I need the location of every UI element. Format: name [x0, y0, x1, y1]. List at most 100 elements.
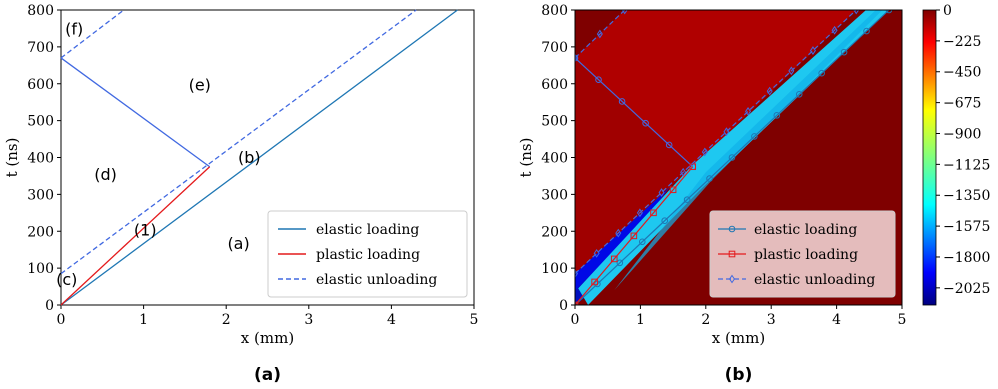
diamond-marker — [658, 188, 665, 197]
panel-a-caption: (a) — [254, 365, 281, 385]
diamond-marker — [766, 86, 773, 96]
panel-a-y-tick-label: 0 — [45, 298, 54, 314]
panel-b-x-tick-label: 5 — [898, 312, 907, 328]
panel-a-y-tick-label: 500 — [27, 114, 54, 130]
diamond-marker — [745, 107, 752, 116]
panel-a-y-tick-label: 700 — [27, 40, 54, 56]
colorbar-tick-label: −1575 — [943, 219, 990, 235]
region-label: (f) — [65, 20, 83, 39]
panel-a: 0 1 2 3 4 5 0 100 200 300 400 500 600 700 800 (a) (b) (c… — [3, 3, 478, 385]
colorbar: 0 −225 −450 −675 −900 −1125 −1350 −1575 −1800 −20… — [922, 3, 990, 306]
diamond-marker — [853, 10, 860, 15]
square-marker — [591, 278, 598, 286]
legend-entry: plastic loading — [316, 247, 420, 263]
legend-entry: elastic loading — [754, 222, 857, 238]
panel-b: 0 1 2 3 4 5 0 100 200 300 400 500 600 700 800 elastic … — [517, 3, 990, 385]
circle-marker — [728, 154, 736, 161]
region-label: (e) — [189, 76, 211, 95]
elastic-loading-line — [60, 57, 211, 168]
circle-marker — [683, 196, 691, 203]
colorbar-gradient — [922, 9, 937, 306]
diamond-marker — [615, 228, 622, 238]
colorbar-tick-label: −2025 — [943, 281, 990, 297]
circle-marker — [642, 119, 649, 127]
region-label: (d) — [94, 165, 117, 184]
circle-marker — [661, 217, 668, 225]
region-label: (1) — [134, 221, 157, 240]
legend-entry: plastic loading — [754, 247, 858, 263]
diamond-marker — [575, 53, 579, 63]
circle-marker — [618, 98, 626, 105]
panel-a-y-tick-label: 800 — [27, 3, 54, 19]
diamond-marker — [575, 269, 579, 279]
elastic-unloading-line — [575, 10, 626, 59]
colorbar-tick-label: −450 — [943, 65, 981, 81]
panel-a-x-tick-label: 0 — [57, 312, 66, 328]
circle-marker — [795, 90, 803, 98]
diamond-marker — [621, 10, 628, 15]
heatmap-region-d — [575, 57, 693, 274]
panel-b-y-tick-label: 500 — [541, 114, 568, 130]
diamond-marker — [788, 66, 795, 76]
panel-a-x-axis-label: x (mm) — [241, 329, 294, 347]
panel-b-y-tick-label: 0 — [559, 298, 568, 314]
panel-b-x-axis-label: x (mm) — [712, 329, 765, 347]
plastic-loading-line — [60, 166, 211, 306]
elastic-loading-line — [60, 9, 458, 306]
panel-a-x-tick-label: 5 — [470, 312, 479, 328]
elastic-loading-line — [575, 57, 694, 168]
square-marker — [669, 186, 677, 194]
panel-b-x-tick-label: 1 — [636, 312, 645, 328]
panel-a-y-axis-label: t (ns) — [3, 138, 21, 178]
legend-entry: elastic loading — [316, 222, 419, 238]
panel-b-y-tick-label: 400 — [541, 151, 568, 167]
circle-marker — [751, 133, 758, 140]
panel-a-y-tick-label: 400 — [27, 151, 54, 167]
panel-b-legend: elastic loading plastic loading elastic un… — [709, 210, 896, 298]
circle-marker — [818, 69, 825, 77]
panel-b-caption: (b) — [725, 365, 753, 385]
colorbar-tick-label: −225 — [943, 34, 981, 50]
circle-marker — [706, 175, 713, 182]
circle-marker — [665, 141, 673, 149]
plastic-loading-line — [575, 166, 694, 305]
diamond-marker — [809, 46, 816, 55]
region-label: (a) — [227, 234, 249, 253]
panel-b-x-tick-label: 2 — [701, 312, 710, 328]
panel-a-legend: elastic loading plastic loading elastic un… — [267, 210, 468, 298]
circle-marker — [773, 112, 781, 119]
panel-b-y-tick-label: 800 — [541, 3, 568, 19]
colorbar-tick-label: −900 — [943, 126, 981, 142]
elastic-unloading-line — [575, 10, 857, 275]
diamond-marker — [596, 29, 603, 39]
panel-b-y-tick-label: 300 — [541, 187, 568, 203]
colorbar-tick-label: 0 — [943, 3, 952, 19]
region-label: (b) — [238, 148, 261, 167]
panel-a-lines — [60, 9, 458, 306]
elastic-loading-line — [575, 10, 890, 305]
colorbar-tick-label: −1350 — [943, 188, 990, 204]
elastic-unloading-line — [60, 9, 417, 275]
diamond-marker — [723, 127, 730, 137]
region-label: (c) — [56, 270, 77, 289]
legend-entry: elastic unloading — [316, 272, 437, 288]
diamond-marker — [831, 25, 838, 35]
diamond-marker — [636, 208, 643, 218]
panel-b-x-tick-label: 3 — [767, 312, 776, 328]
square-marker — [630, 232, 638, 240]
panel-a-x-tick-label: 3 — [304, 312, 313, 328]
diamond-marker — [680, 167, 687, 177]
panel-a-ticks: 0 1 2 3 4 5 0 100 200 300 400 500 600 700 800 — [27, 3, 478, 328]
square-marker — [610, 255, 618, 263]
diamond-marker — [593, 248, 600, 258]
panel-a-y-tick-label: 100 — [27, 261, 54, 277]
panel-a-y-tick-label: 200 — [27, 224, 54, 240]
circle-marker — [840, 48, 848, 56]
legend-box — [267, 210, 468, 298]
panel-b-x-tick-label: 4 — [832, 312, 841, 328]
panel-a-y-tick-label: 600 — [27, 77, 54, 93]
panel-a-x-tick-label: 4 — [387, 312, 396, 328]
panel-b-ticks: 0 1 2 3 4 5 0 100 200 300 400 500 600 700 800 — [541, 3, 906, 328]
circle-marker — [616, 259, 624, 267]
